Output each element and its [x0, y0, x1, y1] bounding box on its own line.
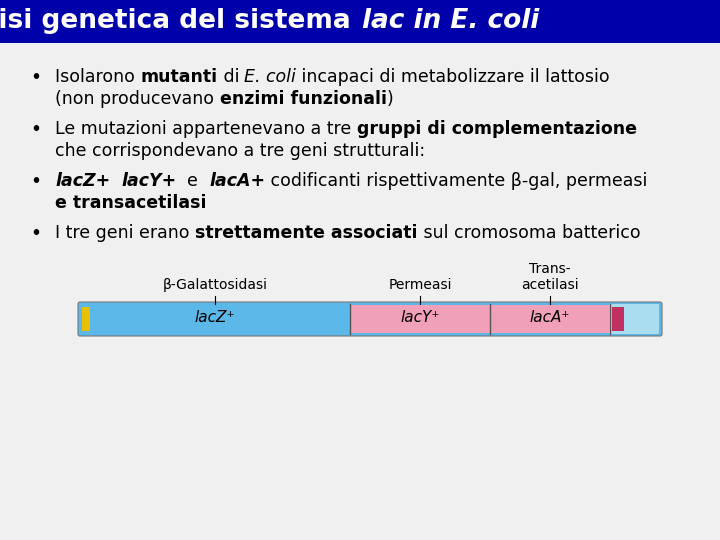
- Text: •: •: [30, 120, 41, 139]
- Text: enzimi funzionali: enzimi funzionali: [220, 90, 387, 108]
- Text: e transacetilasi: e transacetilasi: [55, 194, 207, 212]
- Text: codificanti rispettivamente β-gal, permeasi: codificanti rispettivamente β-gal, perme…: [265, 172, 647, 190]
- Text: che corrispondevano a tre geni strutturali:: che corrispondevano a tre geni struttura…: [55, 142, 425, 160]
- Text: L’analisi genetica del sistema: L’analisi genetica del sistema: [0, 8, 360, 34]
- FancyBboxPatch shape: [609, 304, 659, 334]
- Text: Permeasi: Permeasi: [388, 278, 451, 292]
- Text: incapaci di metabolizzare il lattosio: incapaci di metabolizzare il lattosio: [297, 68, 610, 86]
- Text: I tre geni erano: I tre geni erano: [55, 224, 195, 242]
- Text: lacZ⁺: lacZ⁺: [194, 310, 235, 326]
- Bar: [0, 0, 720, 43]
- Text: gruppi di complementazione: gruppi di complementazione: [356, 120, 636, 138]
- Text: •: •: [30, 68, 41, 87]
- Text: β-Galattosidasi: β-Galattosidasi: [163, 278, 268, 292]
- Text: •: •: [30, 224, 41, 243]
- Text: (non producevano: (non producevano: [55, 90, 220, 108]
- Text: Trans-
acetilasi: Trans- acetilasi: [521, 262, 579, 292]
- Text: lacA⁺: lacA⁺: [530, 310, 570, 326]
- Text: strettamente associati: strettamente associati: [195, 224, 418, 242]
- Text: lacA+: lacA+: [209, 172, 265, 190]
- Text: di: di: [217, 68, 245, 86]
- Text: lac in E. coli: lac in E. coli: [362, 8, 539, 34]
- Text: E. coli: E. coli: [245, 68, 297, 86]
- Text: Le mutazioni appartenevano a tre: Le mutazioni appartenevano a tre: [55, 120, 356, 138]
- Bar: [82, 307, 90, 331]
- Text: Isolarono: Isolarono: [55, 68, 140, 86]
- Text: mutanti: mutanti: [140, 68, 217, 86]
- Text: lacZ+: lacZ+: [55, 172, 110, 190]
- Bar: [490, 305, 610, 333]
- Text: ): ): [387, 90, 393, 108]
- Text: sul cromosoma batterico: sul cromosoma batterico: [418, 224, 640, 242]
- FancyBboxPatch shape: [78, 302, 662, 336]
- Text: lacY⁺: lacY⁺: [400, 310, 440, 326]
- Text: •: •: [30, 172, 41, 191]
- Bar: [612, 307, 624, 331]
- Text: e: e: [176, 172, 209, 190]
- Bar: [350, 305, 490, 333]
- Text: lacY+: lacY+: [121, 172, 176, 190]
